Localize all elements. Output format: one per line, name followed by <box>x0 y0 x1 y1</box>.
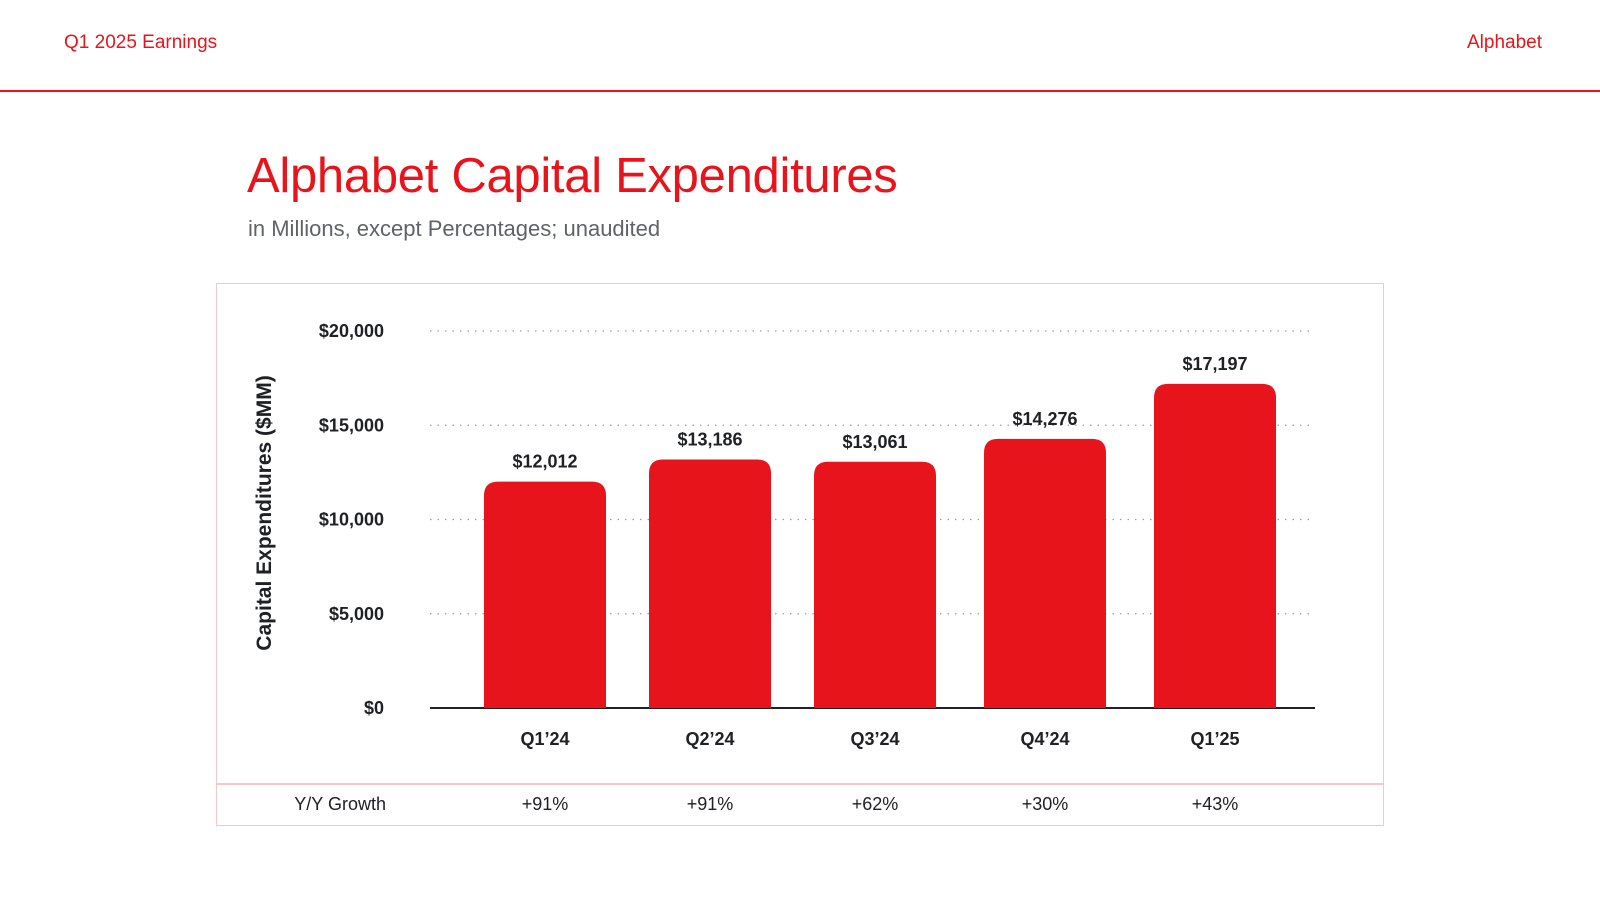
bar <box>984 438 1106 708</box>
y-tick-label: $10,000 <box>319 510 384 530</box>
growth-value: +62% <box>851 794 899 814</box>
bar-value-label: $12,012 <box>512 452 577 472</box>
growth-value: +43% <box>1191 794 1239 814</box>
chart-frame <box>216 283 1384 826</box>
bar-value-label: $17,197 <box>1182 354 1247 374</box>
y-tick-label: $15,000 <box>319 415 384 435</box>
brand-wordmark: Alphabet <box>1466 32 1542 53</box>
bar-value-label: $13,186 <box>677 429 742 449</box>
x-tick-label: Q2’24 <box>685 729 734 749</box>
bar <box>649 459 771 708</box>
x-tick-label: Q1’24 <box>520 729 569 749</box>
growth-value: +91% <box>521 794 569 814</box>
y-tick-label: $5,000 <box>329 604 384 624</box>
x-tick-label: Q3’24 <box>850 729 899 749</box>
y-axis-title: Capital Expenditures ($MM) <box>253 375 276 650</box>
growth-value: +91% <box>686 794 734 814</box>
bar <box>1154 383 1276 708</box>
bar <box>484 481 606 708</box>
growth-value: +30% <box>1021 794 1069 814</box>
slide-title: Alphabet Capital Expenditures <box>247 149 898 203</box>
header-earnings-label: Q1 2025 Earnings <box>64 32 218 53</box>
bar-value-label: $13,061 <box>842 432 907 452</box>
x-tick-label: Q1’25 <box>1190 729 1239 749</box>
header-divider <box>0 90 1600 92</box>
growth-row-label: Y/Y Growth <box>294 794 386 814</box>
slide-subtitle: in Millions, except Percentages; unaudit… <box>248 216 661 241</box>
x-tick-label: Q4’24 <box>1020 729 1069 749</box>
growth-row-divider <box>216 783 1384 785</box>
bar-value-label: $14,276 <box>1012 409 1077 429</box>
bar <box>814 461 936 708</box>
y-tick-label: $20,000 <box>319 321 384 341</box>
y-tick-label: $0 <box>364 698 384 718</box>
